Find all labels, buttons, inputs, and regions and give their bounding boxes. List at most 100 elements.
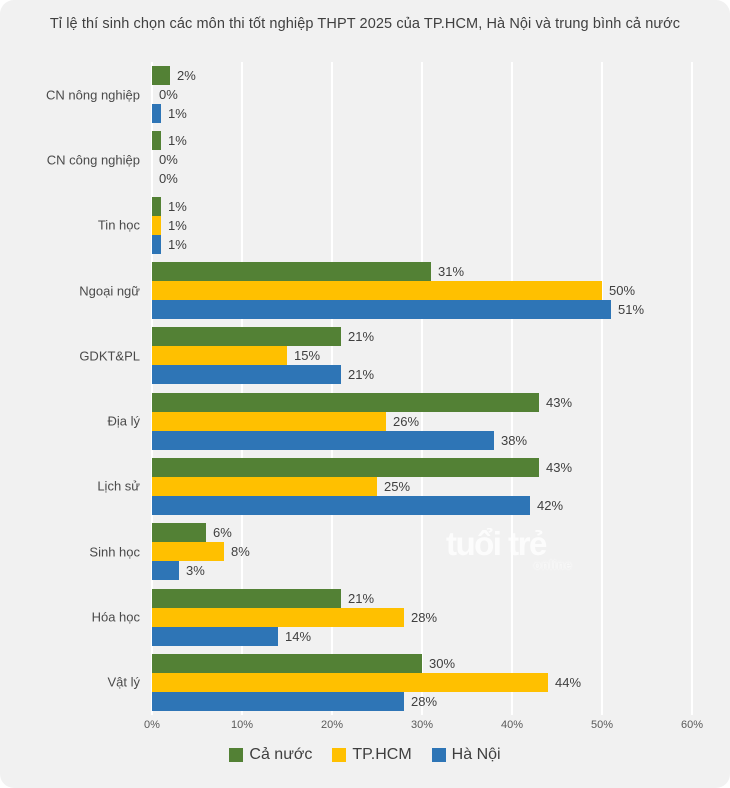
- value-label: 21%: [348, 367, 375, 383]
- legend-item: Hà Nội: [431, 746, 501, 764]
- bar-Cả nước: [152, 457, 539, 477]
- x-axis-tick-label: 40%: [500, 719, 524, 731]
- category-row: Sinh học 6% 8% 3%: [89, 519, 692, 584]
- category-row: Tin học 1% 1% 1%: [98, 193, 692, 258]
- bar-TP.HCM: [152, 281, 602, 301]
- bar-Cả nước: [152, 653, 422, 673]
- value-label: 21%: [348, 590, 375, 606]
- category-row: CN công nghiệp 1% 0% 0%: [47, 127, 692, 192]
- bar-Cả nước: [152, 262, 431, 282]
- value-label: 14%: [285, 628, 312, 644]
- gridline: [511, 62, 513, 715]
- category-row: CN nông nghiệp 2% 0% 1%: [46, 62, 692, 127]
- chart-title: Tỉ lệ thí sinh chọn các môn thi tốt nghi…: [49, 16, 681, 32]
- legend-item: TP.HCM: [332, 746, 412, 764]
- category-row: Hóa học 21% 28% 14%: [92, 584, 692, 649]
- value-label: 1%: [168, 236, 187, 252]
- value-label: 51%: [618, 302, 645, 318]
- bar-TP.HCM: [152, 607, 404, 627]
- value-label: 1%: [168, 106, 187, 122]
- value-label: 1%: [168, 133, 187, 149]
- x-axis-tick-label: 60%: [680, 719, 704, 731]
- legend-label: TP.HCM: [352, 746, 412, 763]
- category-label: Lịch sử: [97, 478, 140, 494]
- value-label: 21%: [348, 329, 375, 345]
- value-label: 31%: [438, 264, 465, 280]
- category-row: Ngoại ngữ 31% 50% 51%: [79, 258, 692, 323]
- category-label: GDKT&PL: [79, 348, 140, 364]
- bar-TP.HCM: [152, 411, 386, 431]
- gridline: [421, 62, 423, 715]
- category-row: Vật lý 30% 44% 28%: [107, 650, 692, 715]
- value-label: 1%: [168, 198, 187, 214]
- gridline: [601, 62, 603, 715]
- gridline: [331, 62, 333, 715]
- bar-TP.HCM: [152, 346, 287, 366]
- plot-area: CN nông nghiệp 2% 0% 1% CN công nghiệp 1% 0% 0%…: [46, 62, 693, 715]
- category-label: Ngoại ngữ: [79, 283, 140, 299]
- x-axis-tick-label: 0%: [144, 719, 160, 731]
- category-row: GDKT&PL 21% 15% 21%: [79, 323, 692, 388]
- bar-Hà Nội: [152, 234, 161, 254]
- value-label: 26%: [393, 413, 420, 429]
- category-label: CN nông nghiệp: [46, 87, 140, 103]
- category-label: Tin học: [97, 217, 140, 233]
- legend-swatch-icon: [229, 748, 244, 762]
- value-label: 25%: [384, 478, 411, 494]
- bar-TP.HCM: [152, 476, 377, 496]
- bar-Cả nước: [152, 523, 206, 543]
- value-label: 43%: [546, 394, 573, 410]
- value-label: 38%: [501, 432, 528, 448]
- value-label: 6%: [213, 525, 232, 541]
- legend-swatch-icon: [332, 748, 347, 762]
- x-axis-tick-label: 20%: [320, 719, 344, 731]
- value-label: 8%: [231, 544, 250, 560]
- x-axis-tick-label: 30%: [410, 719, 434, 731]
- category-label: Sinh học: [89, 544, 140, 560]
- bar-Cả nước: [152, 196, 161, 216]
- value-label: 15%: [294, 348, 321, 364]
- bar-Cả nước: [152, 588, 341, 608]
- value-label: 0%: [159, 152, 178, 168]
- bar-Hà Nội: [152, 691, 404, 711]
- bar-Cả nước: [152, 131, 161, 151]
- value-label: 0%: [159, 87, 178, 103]
- value-label: 28%: [411, 609, 438, 625]
- bar-Cả nước: [152, 66, 170, 86]
- bar-TP.HCM: [152, 672, 548, 692]
- legend-item: Cả nước: [229, 746, 312, 764]
- bar-TP.HCM: [152, 542, 224, 562]
- legend-label: Hà Nội: [451, 746, 501, 763]
- bar-Hà Nội: [152, 626, 278, 646]
- category-label: Hóa học: [91, 609, 140, 625]
- value-label: 0%: [159, 171, 178, 187]
- bar-Hà Nội: [152, 561, 179, 581]
- legend-swatch-icon: [431, 748, 446, 762]
- legend: Cả nước TP.HCM Hà Nội: [0, 746, 730, 764]
- bar-Cả nước: [152, 392, 539, 412]
- value-label: 1%: [168, 217, 187, 233]
- bar-Hà Nội: [152, 495, 530, 515]
- bar-TP.HCM: [152, 215, 161, 235]
- legend-label: Cả nước: [249, 746, 313, 763]
- bar-Hà Nội: [152, 104, 161, 124]
- gridline: [691, 62, 693, 715]
- bar-Cả nước: [152, 327, 341, 347]
- value-label: 28%: [411, 693, 438, 709]
- category-row: Lịch sử 43% 25% 42%: [97, 454, 692, 519]
- value-label: 50%: [609, 283, 636, 299]
- value-label: 43%: [546, 459, 573, 475]
- category-label: Địa lý: [107, 413, 140, 429]
- value-label: 42%: [537, 497, 564, 513]
- x-axis-tick-label: 10%: [230, 719, 254, 731]
- category-row: Địa lý 43% 26% 38%: [107, 389, 692, 454]
- category-label: Vật lý: [107, 674, 140, 690]
- bar-Hà Nội: [152, 365, 341, 385]
- gridline: [151, 62, 153, 715]
- gridline: [241, 62, 243, 715]
- x-axis-tick-label: 50%: [590, 719, 614, 731]
- value-label: 2%: [177, 68, 196, 84]
- category-label: CN công nghiệp: [46, 152, 140, 168]
- value-label: 44%: [555, 674, 582, 690]
